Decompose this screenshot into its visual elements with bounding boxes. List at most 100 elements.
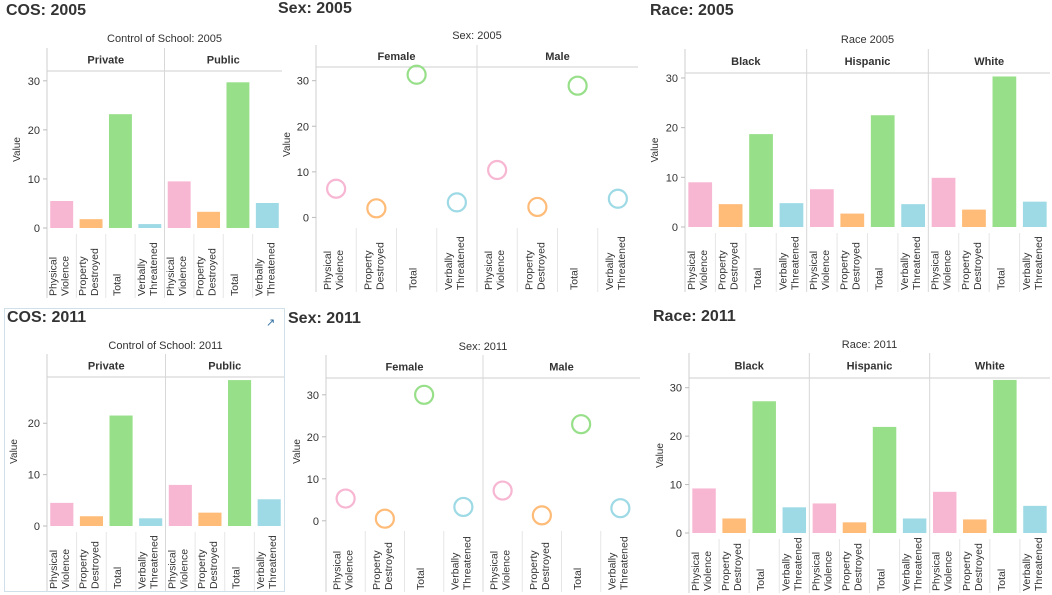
category-label: VerballyThreatened: [780, 537, 804, 591]
category-label: PhysicalViolence: [690, 551, 714, 591]
bar-public-property-destroyed: [197, 211, 221, 228]
bar-hispanic-property-destroyed: [842, 522, 867, 533]
category-label: VerballyThreatened: [449, 536, 473, 590]
bar-hispanic-verbally-threatened: [901, 204, 925, 227]
chart-cos-2011[interactable]: Control of School: 2011 Value 0 10 20 Private…: [5, 309, 286, 593]
category-label: PropertyDestroyed: [195, 248, 219, 296]
bar-hispanic-total: [870, 115, 895, 227]
chart-subtitle: Sex: 2005: [452, 30, 502, 42]
panel-cos-2011[interactable]: COS: 2011 ↗ Control of School: 2011 Value…: [4, 308, 285, 592]
y-tick-label: 0: [313, 516, 319, 528]
bar-black-property-destroyed: [718, 204, 743, 227]
category-label: Total: [995, 268, 1007, 290]
bar-white-total: [993, 379, 1017, 533]
category-label: VerballyThreatened: [1021, 537, 1045, 591]
category-label: Total: [408, 268, 420, 290]
chart-race-2011[interactable]: Race: 2011 Value 0 10 20 30 Black PhysicalViole…: [651, 308, 1052, 594]
category-label: PropertyDestroyed: [717, 242, 741, 290]
facet-header-male: Male: [549, 362, 573, 374]
chart-cos-2005[interactable]: Control of School: 2005 Value 0 10 20 30 Priva…: [4, 2, 284, 300]
panel-title: COS: 2011: [7, 309, 87, 326]
category-label: PropertyDestroyed: [961, 543, 985, 591]
chart-subtitle: Sex: 2011: [459, 341, 508, 353]
chart-subtitle: Control of School: 2011: [108, 340, 222, 352]
category-label: VerballyThreatened: [899, 236, 923, 290]
category-label: VerballyThreatened: [253, 242, 277, 296]
y-axis-title: Value: [282, 132, 293, 157]
point-female-property-destroyed: [374, 508, 395, 529]
bar-black-physical-violence: [692, 488, 716, 533]
bar-black-physical-violence: [688, 182, 713, 227]
category-label: Total: [569, 268, 581, 290]
panel-cos-2005: COS: 2005 Control of School: 2005 Value 0 1…: [4, 2, 284, 300]
category-label: PhysicalViolence: [930, 250, 954, 290]
y-tick-label: 0: [676, 528, 682, 540]
category-label: PhysicalViolence: [489, 550, 513, 590]
point-male-verbally-threatened: [610, 498, 631, 519]
bar-private-physical-violence: [50, 502, 74, 526]
panel-sex-2011: Sex: 2011 Sex: 2011 Value 0 10 20 30 Female Phy…: [286, 310, 648, 594]
chart-subtitle: Race 2005: [841, 34, 894, 46]
bar-private-total: [108, 114, 132, 228]
category-label: PhysicalViolence: [686, 250, 710, 290]
category-label: PhysicalViolence: [48, 256, 72, 296]
point-female-total: [414, 384, 435, 405]
facet-header-public: Public: [208, 361, 241, 373]
category-label: PropertyDestroyed: [960, 242, 984, 290]
category-label: VerballyThreatened: [604, 236, 628, 290]
y-tick-label: 10: [666, 172, 678, 184]
facet-header-female: Female: [378, 51, 416, 63]
y-tick-label: 30: [307, 390, 319, 402]
facet-header-black: Black: [731, 56, 761, 68]
category-label: PhysicalViolence: [322, 250, 346, 290]
facet-header-black: Black: [734, 361, 764, 373]
category-label: VerballyThreatened: [137, 535, 161, 589]
y-tick-label: 20: [28, 418, 40, 430]
category-label: Total: [229, 274, 241, 296]
bar-white-physical-violence: [932, 491, 957, 533]
bar-public-total: [228, 380, 252, 526]
y-tick-label: 20: [297, 121, 309, 133]
panel-race-2005: Race: 2005 Race 2005 Value 0 10 20 30 Black Phy…: [648, 2, 1052, 300]
point-male-property-destroyed: [531, 505, 552, 526]
bar-white-verbally-threatened: [1023, 505, 1047, 533]
category-label: PropertyDestroyed: [77, 541, 101, 589]
y-tick-label: 20: [670, 431, 682, 443]
bar-private-verbally-threatened: [138, 224, 162, 228]
point-female-verbally-threatened: [453, 496, 474, 518]
category-label: PropertyDestroyed: [362, 242, 386, 290]
facet-header-white: White: [974, 56, 1004, 68]
category-label: PropertyDestroyed: [77, 248, 101, 296]
point-female-property-destroyed: [366, 198, 387, 219]
y-axis-title: Value: [655, 443, 666, 468]
category-label: VerballyThreatened: [136, 242, 160, 296]
category-label: Total: [755, 569, 767, 591]
y-tick-label: 10: [670, 480, 682, 492]
point-female-physical-violence: [326, 178, 347, 199]
y-tick-label: 20: [307, 432, 319, 444]
panel-race-2011: Race: 2011 Race: 2011 Value 0 10 20 30 Black Ph…: [651, 308, 1052, 594]
y-tick-label: 30: [297, 76, 309, 88]
y-tick-label: 0: [303, 212, 309, 224]
bar-private-property-destroyed: [79, 516, 103, 526]
point-female-physical-violence: [335, 488, 356, 509]
point-male-total: [567, 75, 588, 96]
bar-hispanic-verbally-threatened: [902, 518, 927, 533]
chart-race-2005[interactable]: Race 2005 Value 0 10 20 30 Black PhysicalViolen…: [648, 2, 1052, 300]
chart-sex-2005[interactable]: Sex: 2005 Value 0 10 20 30 Female PhysicalViole…: [276, 0, 646, 300]
point-female-total: [406, 64, 427, 85]
panel-title: Race: 2005: [650, 2, 734, 19]
panel-sex-2005: Sex: 2005 Sex: 2005 Value 0 10 20 30 Female Phy…: [276, 0, 646, 300]
chart-sex-2011[interactable]: Sex: 2011 Value 0 10 20 30 Female PhysicalViole…: [286, 310, 648, 594]
category-label: VerballyThreatened: [777, 236, 801, 290]
external-link-icon[interactable]: ↗: [266, 317, 276, 329]
bar-white-property-destroyed: [962, 209, 986, 227]
y-tick-label: 30: [670, 383, 682, 395]
chart-subtitle: Control of School: 2005: [107, 33, 222, 45]
bar-private-property-destroyed: [79, 219, 103, 228]
bar-white-property-destroyed: [963, 519, 987, 533]
bar-public-verbally-threatened: [257, 499, 281, 526]
category-label: Total: [996, 569, 1008, 591]
facet-header-hispanic: Hispanic: [847, 361, 893, 373]
panel-title: Race: 2011: [653, 308, 736, 325]
